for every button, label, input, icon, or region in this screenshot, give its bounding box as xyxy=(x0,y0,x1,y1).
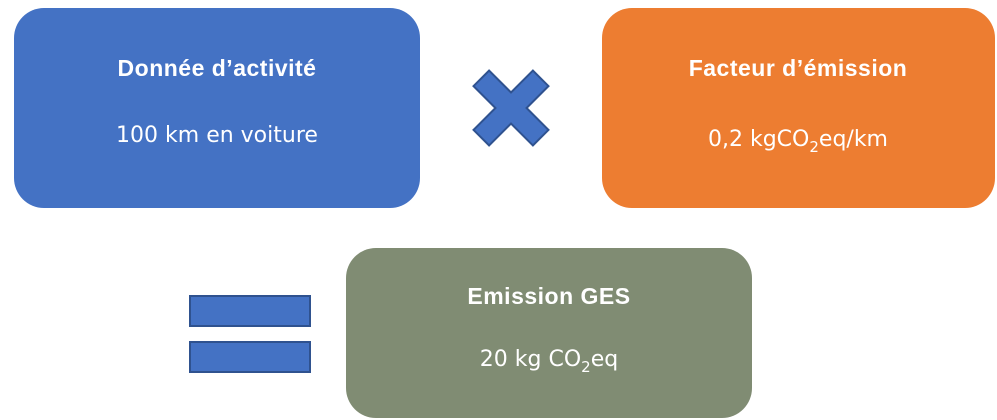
text-part: eq xyxy=(591,347,619,372)
factor-box xyxy=(602,8,995,208)
text-part: eq/km xyxy=(819,127,888,152)
text-part: 0,2 kgCO xyxy=(708,127,809,152)
multiply-sign xyxy=(472,69,550,147)
equals-bar xyxy=(189,341,311,373)
subscript: 2 xyxy=(809,138,819,156)
result-box xyxy=(346,248,752,418)
box-title: Donnée d’activité xyxy=(118,55,317,81)
box-text: 100 km en voiture xyxy=(116,123,318,148)
activity-box xyxy=(14,8,420,208)
box-text: 20 kg CO2eq xyxy=(480,347,618,376)
subscript: 2 xyxy=(581,358,591,376)
text-part: 20 kg CO xyxy=(480,347,581,372)
box-title: Emission GES xyxy=(467,283,630,309)
box-text: 0,2 kgCO2eq/km xyxy=(708,127,888,156)
equals-bar xyxy=(189,295,311,327)
box-title: Facteur d’émission xyxy=(689,55,908,81)
